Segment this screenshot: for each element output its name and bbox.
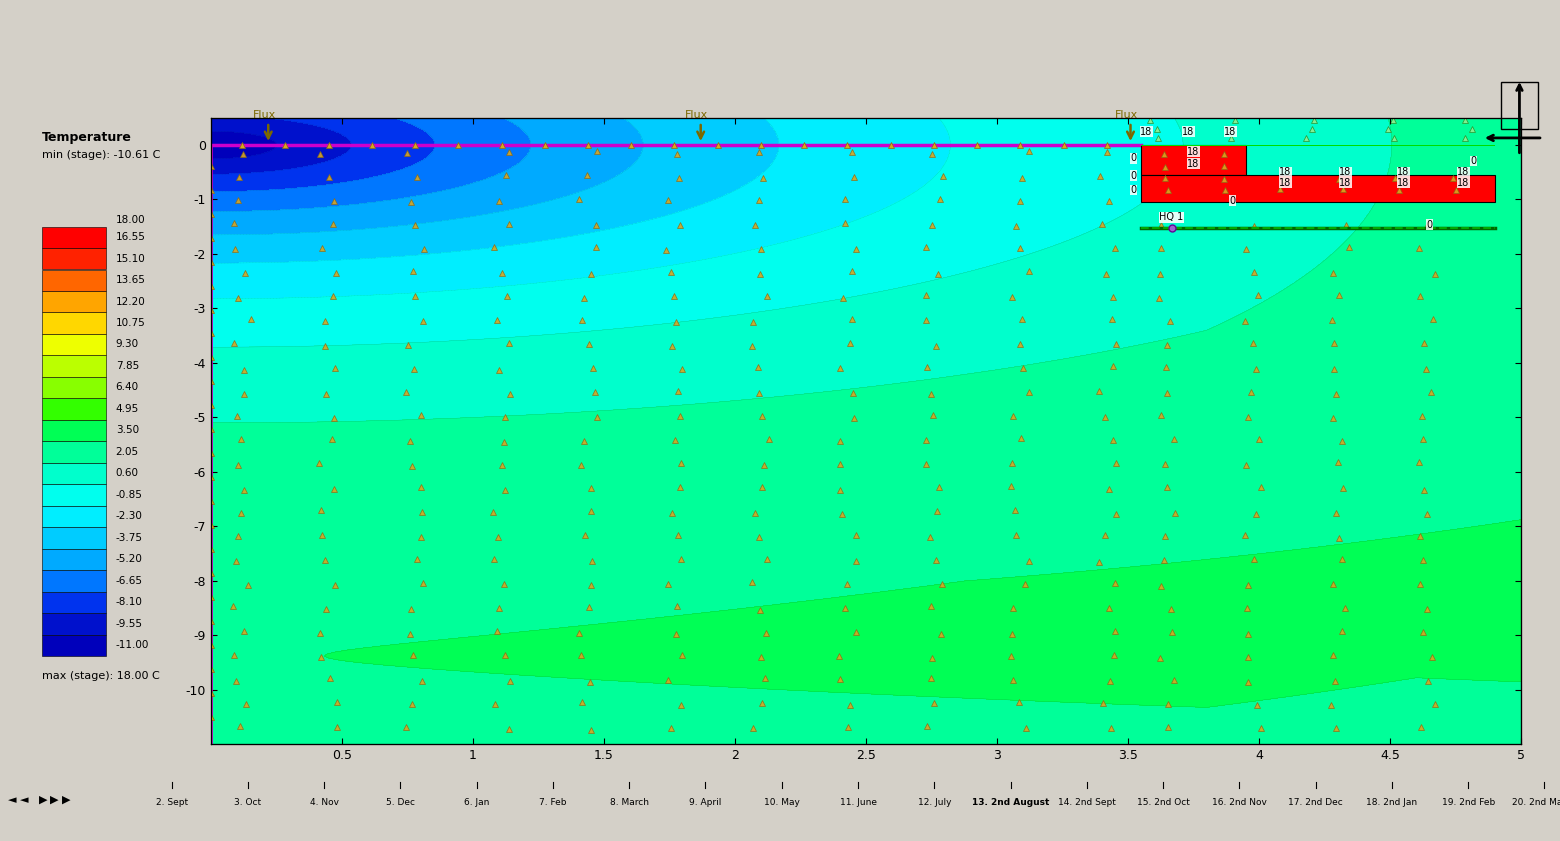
Text: -11.00: -11.00 bbox=[115, 640, 150, 650]
Bar bbox=[42, 506, 106, 527]
Text: 14. 2nd Sept: 14. 2nd Sept bbox=[1058, 798, 1115, 807]
Text: 18: 18 bbox=[1457, 177, 1470, 188]
Text: -9.55: -9.55 bbox=[115, 619, 142, 629]
Text: 18: 18 bbox=[1187, 147, 1200, 156]
Text: 9. April: 9. April bbox=[690, 798, 722, 807]
Text: Flux: Flux bbox=[685, 110, 708, 120]
Text: ◄ ◄: ◄ ◄ bbox=[8, 795, 28, 805]
Bar bbox=[42, 291, 106, 312]
Text: 18: 18 bbox=[1182, 127, 1195, 136]
Text: 17. 2nd Dec: 17. 2nd Dec bbox=[1289, 798, 1343, 807]
Text: max (stage): 18.00 C: max (stage): 18.00 C bbox=[42, 671, 159, 681]
Text: 18. 2nd Jan: 18. 2nd Jan bbox=[1367, 798, 1418, 807]
Bar bbox=[42, 484, 106, 505]
Bar bbox=[42, 399, 106, 420]
Text: 13. 2nd August: 13. 2nd August bbox=[972, 798, 1050, 807]
Text: 18: 18 bbox=[1187, 159, 1200, 169]
Text: 12.20: 12.20 bbox=[115, 297, 145, 306]
Text: 15.10: 15.10 bbox=[115, 253, 145, 263]
Bar bbox=[1140, 145, 1494, 146]
Bar bbox=[42, 549, 106, 570]
Text: 18.00: 18.00 bbox=[115, 214, 145, 225]
Text: 13.65: 13.65 bbox=[115, 275, 145, 285]
Text: 12. July: 12. July bbox=[917, 798, 952, 807]
Text: 0: 0 bbox=[1129, 185, 1136, 195]
Text: 18: 18 bbox=[1225, 127, 1236, 136]
Text: ▶ ▶: ▶ ▶ bbox=[50, 795, 70, 805]
Text: 16.55: 16.55 bbox=[115, 232, 145, 242]
Text: -0.85: -0.85 bbox=[115, 490, 142, 500]
Text: 18: 18 bbox=[1279, 167, 1292, 177]
Text: 4.95: 4.95 bbox=[115, 404, 139, 414]
Text: 6.40: 6.40 bbox=[115, 383, 139, 393]
Text: 10.75: 10.75 bbox=[115, 318, 145, 328]
Bar bbox=[42, 269, 106, 291]
Text: 18: 18 bbox=[1340, 177, 1351, 188]
Text: -2.30: -2.30 bbox=[115, 511, 142, 521]
Text: 2.05: 2.05 bbox=[115, 447, 139, 457]
Text: -3.75: -3.75 bbox=[115, 533, 142, 543]
Text: 7.85: 7.85 bbox=[115, 361, 139, 371]
Text: 18: 18 bbox=[1457, 167, 1470, 177]
Text: 2. Sept: 2. Sept bbox=[156, 798, 187, 807]
Text: 16. 2nd Nov: 16. 2nd Nov bbox=[1212, 798, 1267, 807]
Bar bbox=[42, 334, 106, 355]
Bar bbox=[42, 313, 106, 334]
Text: 18: 18 bbox=[1396, 167, 1409, 177]
Text: 7. Feb: 7. Feb bbox=[540, 798, 566, 807]
Text: 10. May: 10. May bbox=[764, 798, 800, 807]
Bar bbox=[1140, 175, 1494, 202]
Text: 8. March: 8. March bbox=[610, 798, 649, 807]
Text: 0.60: 0.60 bbox=[115, 468, 139, 479]
Bar bbox=[42, 377, 106, 399]
Text: 3.50: 3.50 bbox=[115, 426, 139, 436]
Bar bbox=[42, 570, 106, 591]
Text: 4. Nov: 4. Nov bbox=[309, 798, 339, 807]
Text: 18: 18 bbox=[1340, 167, 1351, 177]
Text: 18: 18 bbox=[1140, 127, 1153, 136]
Bar bbox=[42, 592, 106, 613]
Text: Temperature: Temperature bbox=[42, 131, 131, 144]
Text: 15. 2nd Oct: 15. 2nd Oct bbox=[1137, 798, 1190, 807]
Text: 19. 2nd Feb: 19. 2nd Feb bbox=[1441, 798, 1494, 807]
Text: 18: 18 bbox=[1279, 177, 1292, 188]
Text: -8.10: -8.10 bbox=[115, 597, 142, 607]
Text: 0: 0 bbox=[1426, 220, 1432, 230]
Bar bbox=[42, 527, 106, 548]
Bar bbox=[1501, 82, 1538, 129]
Bar bbox=[42, 356, 106, 377]
Text: -5.20: -5.20 bbox=[115, 554, 142, 564]
Bar bbox=[42, 635, 106, 656]
Text: 0: 0 bbox=[1129, 171, 1136, 181]
Text: min (stage): -10.61 C: min (stage): -10.61 C bbox=[42, 150, 161, 160]
Bar bbox=[42, 248, 106, 269]
Text: 0: 0 bbox=[1229, 196, 1236, 206]
Text: 0: 0 bbox=[1471, 156, 1477, 166]
Text: Flux: Flux bbox=[253, 110, 276, 120]
Bar bbox=[42, 420, 106, 442]
Text: HQ 1: HQ 1 bbox=[1159, 212, 1184, 222]
Text: 3. Oct: 3. Oct bbox=[234, 798, 262, 807]
Text: Flux: Flux bbox=[1115, 110, 1139, 120]
Text: 20. 2nd March: 20. 2nd March bbox=[1512, 798, 1560, 807]
Bar bbox=[42, 226, 106, 248]
Text: ▶: ▶ bbox=[39, 795, 47, 805]
Text: -6.65: -6.65 bbox=[115, 576, 142, 586]
Bar bbox=[42, 613, 106, 635]
Text: 6. Jan: 6. Jan bbox=[463, 798, 490, 807]
Bar bbox=[1140, 145, 1246, 175]
Text: 11. June: 11. June bbox=[839, 798, 877, 807]
Text: 9.30: 9.30 bbox=[115, 340, 139, 350]
Bar bbox=[42, 463, 106, 484]
Text: 5. Dec: 5. Dec bbox=[385, 798, 415, 807]
Bar bbox=[42, 442, 106, 463]
Text: 0: 0 bbox=[1129, 153, 1136, 163]
Text: 18: 18 bbox=[1396, 177, 1409, 188]
